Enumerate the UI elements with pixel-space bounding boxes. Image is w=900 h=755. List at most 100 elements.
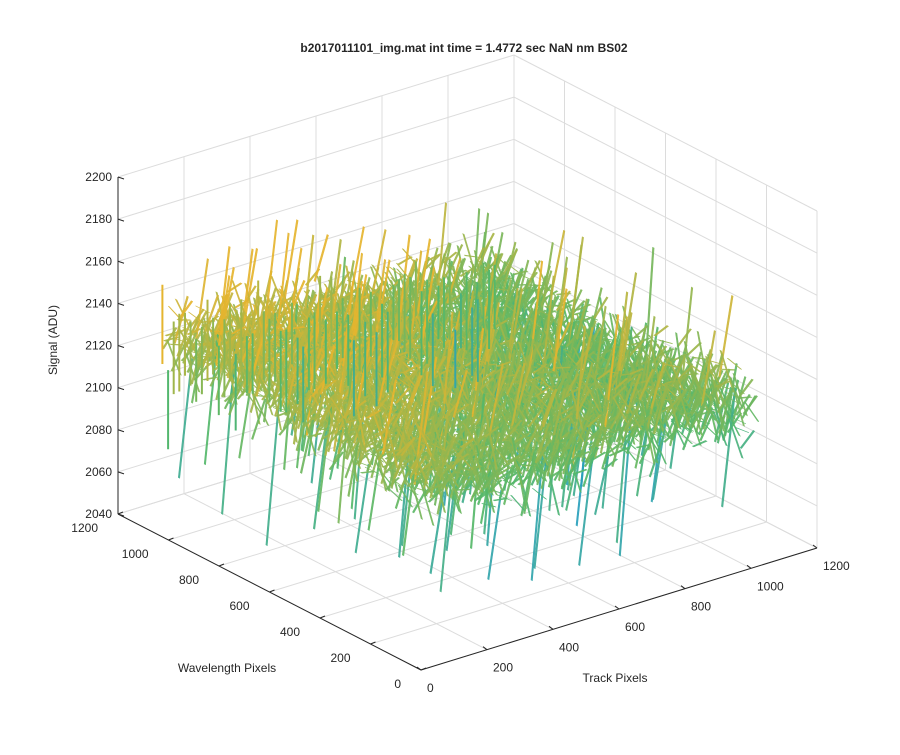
surface-patch	[405, 346, 421, 349]
z-tick	[117, 345, 125, 348]
surface-patch	[721, 368, 737, 371]
grid-line	[117, 54, 515, 178]
x-tick-label: 1000	[757, 579, 784, 593]
surface-patch	[593, 352, 608, 361]
x-tick-label: 400	[559, 640, 579, 654]
grid-line	[513, 223, 818, 380]
surface-patch	[528, 318, 544, 330]
surface-patch	[700, 330, 716, 407]
z-tick	[117, 218, 125, 222]
surface-patch	[481, 363, 498, 366]
chart-title: b2017011101_img.mat int time = 1.4772 se…	[300, 41, 628, 55]
z-tick	[117, 176, 125, 180]
surface-patch	[621, 443, 637, 461]
surface-patch	[728, 418, 744, 459]
y-axis-label: Wavelength Pixels	[178, 661, 276, 675]
surface-patch	[650, 361, 666, 410]
surface-patch	[492, 294, 508, 303]
surface-patch	[626, 406, 643, 431]
surface-patch	[596, 368, 613, 380]
surface-patch	[624, 429, 640, 442]
z-tick	[117, 260, 125, 264]
surface-patch	[575, 303, 592, 311]
grid-line	[370, 521, 767, 645]
surface-patch	[612, 396, 629, 424]
z-tick-label: 2060	[85, 465, 112, 479]
surface-patch	[231, 367, 246, 369]
z-tick	[117, 471, 125, 475]
surface-patch	[599, 428, 615, 433]
surface-patch	[676, 328, 692, 348]
y-tick-label: 800	[179, 573, 199, 587]
surface-patch	[666, 395, 682, 413]
surface-patch	[658, 339, 673, 345]
grid-line	[513, 138, 818, 296]
surface-patch	[604, 313, 620, 428]
surface-patch	[691, 364, 706, 376]
grid-line	[513, 54, 818, 212]
surface-patch	[504, 261, 520, 273]
surface-patch	[690, 401, 706, 429]
surface-patch	[699, 410, 715, 442]
surface-patch	[593, 296, 609, 319]
surface-patch	[698, 385, 713, 402]
x-tick-label: 800	[691, 600, 711, 614]
z-tick-label: 2040	[85, 507, 112, 521]
surface-patch	[536, 363, 552, 370]
surface-patch	[651, 433, 668, 465]
surface-patch	[594, 456, 610, 516]
surface-patch	[599, 386, 615, 454]
surface-patch	[677, 430, 693, 445]
surface-patch	[744, 401, 760, 422]
surface-patch	[552, 288, 568, 372]
surface-patch	[540, 310, 555, 319]
y-tick-label: 600	[229, 599, 249, 613]
surface-patch	[691, 440, 708, 448]
surface-patch	[716, 390, 732, 413]
z-axis-label: Signal (ADU)	[46, 305, 60, 375]
z-tick-label: 2180	[85, 212, 112, 226]
surface-patch	[719, 349, 735, 394]
z-tick-label: 2120	[85, 339, 112, 353]
grid-line	[319, 495, 717, 619]
surface-patch	[648, 436, 664, 478]
surface-patch	[729, 376, 745, 427]
surface-patch	[640, 400, 656, 465]
z-tick-label: 2160	[85, 254, 112, 268]
z-tick-label: 2140	[85, 296, 112, 310]
surface-patch	[742, 395, 758, 415]
grid-line	[513, 180, 818, 338]
surface-patch	[663, 429, 679, 443]
surface-patch	[703, 424, 719, 438]
surface-patch	[585, 415, 601, 424]
surface-patch	[671, 388, 688, 415]
y-tick-label: 1000	[122, 547, 149, 561]
surface-patch	[392, 413, 409, 415]
surface-patch	[668, 360, 685, 392]
grid-line	[117, 180, 515, 304]
surface-layer	[161, 202, 760, 593]
surface-patch	[736, 396, 753, 399]
surface-patch	[678, 411, 695, 415]
surface-patch	[464, 254, 479, 258]
surface-patch	[705, 404, 721, 425]
surface-patch	[653, 382, 669, 435]
x-tick-label: 0	[427, 681, 434, 695]
x-tick-label: 600	[625, 620, 645, 634]
y-tick-label: 0	[394, 677, 401, 691]
surface-patch	[689, 406, 705, 421]
surface-patch	[537, 371, 554, 374]
z-tick-label: 2100	[85, 381, 112, 395]
surface-patch	[731, 416, 747, 425]
surface-patch	[686, 380, 702, 412]
surface-patch	[621, 436, 637, 450]
surface-patch	[702, 387, 718, 430]
surface-patch	[578, 458, 594, 567]
surface-patch	[521, 464, 538, 467]
surface-patch	[714, 380, 731, 388]
grid-line	[513, 96, 818, 254]
surface-patch	[638, 368, 654, 401]
surface-patch	[625, 373, 641, 415]
z-tick	[117, 387, 125, 391]
